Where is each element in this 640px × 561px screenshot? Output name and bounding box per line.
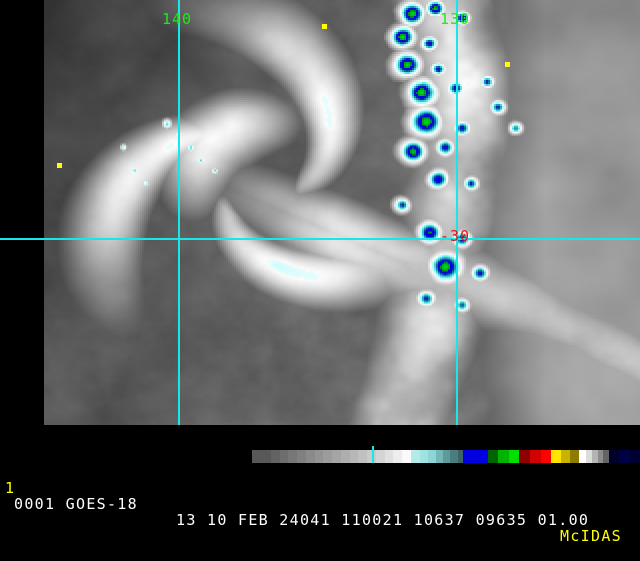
- colorbar-cursor-tick: [372, 446, 374, 463]
- colorbar-segment: [603, 450, 610, 463]
- enhancement-bar: 1 0001 GOES-18 13 10 FEB 24041 110021 10…: [0, 425, 640, 544]
- colorbar-segment: [419, 450, 429, 463]
- colorbar-segment: [569, 450, 579, 463]
- status-line: 1 0001 GOES-18 13 10 FEB 24041 110021 10…: [0, 464, 640, 544]
- color-enhancement-scale[interactable]: [252, 450, 640, 463]
- colorbar-segment: [340, 450, 350, 463]
- colorbar-segment: [457, 450, 464, 463]
- colorbar-segment: [591, 450, 598, 463]
- colorbar-segment: [367, 450, 376, 463]
- colorbar-segment: [402, 450, 411, 463]
- colorbar-segment: [270, 450, 280, 463]
- colorbar-segment: [450, 450, 458, 463]
- colorbar-segment: [297, 450, 306, 463]
- station-marker: [57, 163, 62, 168]
- colorbar-segment: [530, 450, 541, 463]
- colorbar-segment: [561, 450, 570, 463]
- colorbar-segment: [410, 450, 420, 463]
- colorbar-segment: [288, 450, 298, 463]
- colorbar-segment: [443, 450, 451, 463]
- graticule-label-longitude: 130: [440, 10, 471, 28]
- colorbar-segment: [619, 450, 630, 463]
- mcidas-brand-label: McIDAS: [560, 527, 622, 545]
- satellite-image-panel[interactable]: [44, 0, 640, 425]
- station-marker: [322, 24, 327, 29]
- colorbar-segment: [332, 450, 341, 463]
- graticule-line-meridian: [456, 0, 458, 480]
- station-marker: [505, 62, 510, 67]
- colorbar-segment: [463, 450, 489, 463]
- satellite-infrared-image[interactable]: [44, 0, 640, 425]
- colorbar-segment: [435, 450, 444, 463]
- colorbar-segment: [279, 450, 289, 463]
- colorbar-segment: [349, 450, 359, 463]
- frame-number: 1: [5, 479, 16, 497]
- colorbar-segment: [578, 450, 586, 463]
- graticule-line-parallel: [0, 238, 640, 240]
- mcidas-satellite-display: 140 130 -30 1 0001 GOES-18 13 10 FEB 24041…: [0, 0, 640, 544]
- graticule-line-meridian: [178, 0, 180, 480]
- dataset-and-satellite: 0001 GOES-18: [14, 495, 138, 513]
- colorbar-segment: [314, 450, 324, 463]
- colorbar-segment: [428, 450, 436, 463]
- colorbar-segment: [540, 450, 551, 463]
- colorbar-segment: [585, 450, 592, 463]
- colorbar-segment: [609, 450, 620, 463]
- colorbar-segment: [375, 450, 385, 463]
- colorbar-segment: [498, 450, 509, 463]
- colorbar-segment: [393, 450, 403, 463]
- graticule-label-latitude: -30: [440, 227, 471, 245]
- colorbar-segment: [358, 450, 368, 463]
- graticule-label-longitude: 140: [162, 10, 193, 28]
- colorbar-segment: [323, 450, 333, 463]
- colorbar-segment: [384, 450, 394, 463]
- colorbar-segment: [488, 450, 499, 463]
- colorbar-segment: [629, 450, 640, 463]
- colorbar-segment: [550, 450, 562, 463]
- colorbar-segment: [508, 450, 519, 463]
- colorbar-segment: [252, 450, 271, 463]
- colorbar-segment: [518, 450, 531, 463]
- image-metadata: 13 10 FEB 24041 110021 10637 09635 01.00: [176, 511, 590, 529]
- colorbar-segment: [305, 450, 315, 463]
- colorbar-segment: [597, 450, 604, 463]
